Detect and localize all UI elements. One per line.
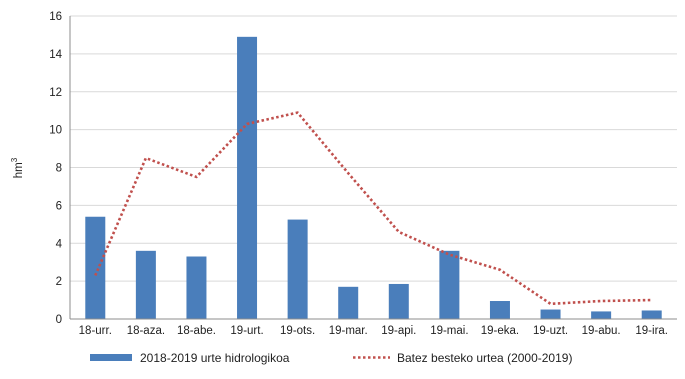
y-tick-label: 2	[56, 276, 62, 288]
y-axis-label-superscript: 3	[10, 157, 19, 162]
y-axis-label-unit: hm	[13, 162, 25, 178]
legend-swatch-bars	[90, 354, 132, 361]
x-tick-label: 19-uzt.	[533, 325, 568, 337]
y-axis-label: hm3	[10, 157, 25, 178]
bar	[389, 284, 409, 319]
y-tick-label: 4	[56, 238, 63, 250]
y-tick-label: 0	[56, 314, 62, 326]
bar	[541, 310, 561, 319]
x-tick-label: 19-urt.	[230, 325, 263, 337]
y-tick-label: 8	[56, 163, 62, 175]
bar-series	[85, 37, 661, 319]
y-tick-label: 12	[49, 87, 62, 99]
x-tick-label: 19-mai.	[430, 325, 468, 337]
gridlines	[70, 16, 677, 281]
bar	[338, 287, 358, 319]
bar	[439, 251, 459, 319]
bar	[490, 301, 510, 319]
legend-label-bars: 2018-2019 urte hidrologikoa	[140, 351, 290, 365]
x-tick-label: 19-abu.	[582, 325, 621, 337]
bar	[85, 217, 105, 319]
legend-label-line: Batez besteko urtea (2000-2019)	[397, 351, 572, 365]
x-tick-label: 19-mar.	[329, 325, 368, 337]
bar	[642, 310, 662, 319]
legend: 2018-2019 urte hidrologikoa Batez bestek…	[90, 351, 572, 365]
x-tick-label: 18-urr.	[79, 325, 112, 337]
bar	[591, 311, 611, 319]
x-tick-label: 18-abe.	[177, 325, 216, 337]
x-tick-label: 18-aza.	[127, 325, 165, 337]
x-tick-label: 19-ira.	[635, 325, 668, 337]
bar	[186, 257, 206, 319]
y-tick-label: 6	[56, 200, 62, 212]
y-tick-label: 14	[49, 49, 62, 61]
bar	[237, 37, 257, 319]
x-tick-label: 19-ots.	[280, 325, 315, 337]
y-tick-label: 16	[49, 11, 62, 23]
bar	[136, 251, 156, 319]
y-tick-label: 10	[49, 125, 62, 137]
x-tick-label: 19-api.	[381, 325, 416, 337]
average-line	[95, 113, 651, 304]
line-series	[95, 113, 651, 304]
x-tick-label: 19-eka.	[481, 325, 519, 337]
bar	[288, 220, 308, 319]
